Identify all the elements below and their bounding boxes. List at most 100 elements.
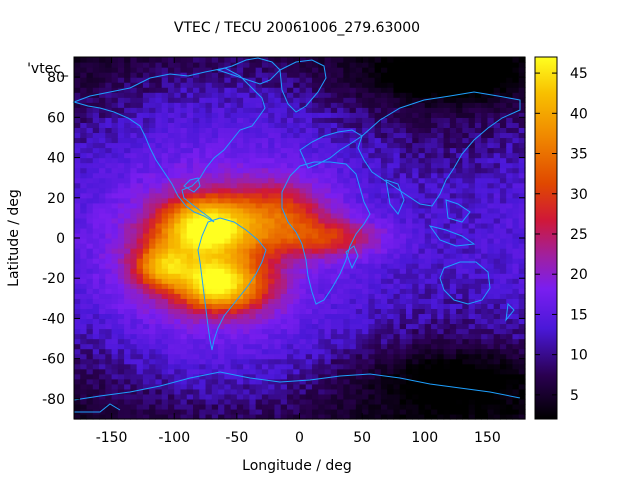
- heatmap-cell: [161, 157, 169, 164]
- heatmap-cell: [293, 212, 301, 219]
- heatmap-cell: [155, 102, 163, 108]
- heatmap-cell: [86, 393, 94, 400]
- heatmap-cell: [412, 273, 420, 279]
- heatmap-cell: [293, 227, 301, 234]
- heatmap-cell: [374, 248, 382, 254]
- heatmap-cell: [318, 343, 326, 350]
- heatmap-cell: [161, 333, 169, 340]
- heatmap-cell: [174, 172, 182, 179]
- heatmap-cell: [286, 107, 294, 113]
- heatmap-cell: [493, 323, 501, 330]
- heatmap-cell: [362, 393, 369, 400]
- heatmap-cell: [456, 293, 463, 299]
- heatmap-cell: [343, 298, 351, 304]
- heatmap-cell: [349, 353, 357, 360]
- heatmap-cell: [330, 132, 338, 139]
- heatmap-cell: [481, 72, 489, 78]
- heatmap-cell: [468, 152, 476, 159]
- heatmap-cell: [224, 107, 232, 113]
- heatmap-cell: [174, 177, 182, 184]
- heatmap-cell: [487, 378, 495, 385]
- heatmap-cell: [449, 137, 457, 144]
- heatmap-cell: [355, 348, 363, 355]
- heatmap-cell: [474, 67, 482, 73]
- heatmap-cell: [449, 298, 457, 304]
- heatmap-cell: [418, 393, 426, 400]
- heatmap-cell: [243, 217, 250, 224]
- heatmap-cell: [293, 283, 301, 289]
- heatmap-cell: [387, 162, 395, 169]
- heatmap-cell: [437, 197, 445, 204]
- heatmap-cell: [92, 62, 100, 68]
- heatmap-cell: [412, 388, 420, 395]
- heatmap-cell: [180, 313, 188, 320]
- heatmap-cell: [449, 167, 457, 174]
- heatmap-cell: [236, 82, 244, 88]
- heatmap-cell: [337, 102, 344, 108]
- heatmap-cell: [405, 333, 413, 340]
- heatmap-cell: [449, 363, 457, 370]
- heatmap-cell: [193, 57, 200, 63]
- heatmap-cell: [92, 283, 100, 289]
- heatmap-cell: [305, 57, 313, 63]
- heatmap-cell: [268, 358, 276, 365]
- heatmap-cell: [487, 323, 495, 330]
- heatmap-cell: [92, 343, 100, 350]
- heatmap-cell: [293, 97, 301, 103]
- heatmap-cell: [312, 323, 319, 330]
- heatmap-cell: [405, 217, 413, 224]
- heatmap-cell: [399, 263, 407, 269]
- heatmap-cell: [149, 273, 157, 279]
- heatmap-cell: [142, 122, 150, 128]
- heatmap-cell: [387, 152, 395, 159]
- heatmap-cell: [174, 313, 182, 320]
- heatmap-cell: [305, 253, 313, 259]
- heatmap-cell: [380, 222, 388, 229]
- heatmap-cell: [481, 167, 489, 174]
- heatmap-cell: [274, 373, 282, 380]
- heatmap-cell: [462, 328, 470, 335]
- heatmap-cell: [318, 368, 326, 375]
- heatmap-cell: [418, 358, 426, 365]
- heatmap-cell: [268, 152, 276, 159]
- heatmap-cell: [449, 102, 457, 108]
- heatmap-cell: [374, 243, 382, 249]
- heatmap-cell: [474, 288, 482, 294]
- heatmap-cell: [305, 72, 313, 78]
- heatmap-cell: [274, 62, 282, 68]
- heatmap-cell: [274, 298, 282, 304]
- heatmap-cell: [337, 117, 344, 123]
- heatmap-cell: [318, 373, 326, 380]
- heatmap-cell: [161, 57, 169, 63]
- heatmap-cell: [236, 172, 244, 179]
- heatmap-cell: [399, 413, 407, 420]
- heatmap-cell: [111, 132, 119, 139]
- heatmap-cell: [167, 238, 175, 244]
- heatmap-cell: [299, 338, 307, 345]
- heatmap-cell: [249, 152, 257, 159]
- heatmap-cell: [111, 333, 119, 340]
- heatmap-cell: [230, 232, 238, 239]
- heatmap-cell: [167, 363, 175, 370]
- heatmap-cell: [130, 197, 138, 204]
- heatmap-cell: [274, 117, 282, 123]
- heatmap-cell: [117, 388, 125, 395]
- heatmap-cell: [180, 107, 188, 113]
- heatmap-cell: [117, 187, 125, 194]
- heatmap-cell: [343, 152, 351, 159]
- heatmap-cell: [92, 132, 100, 139]
- heatmap-cell: [393, 207, 401, 214]
- heatmap-cell: [443, 263, 451, 269]
- heatmap-cell: [199, 92, 207, 98]
- heatmap-cell: [293, 303, 301, 309]
- heatmap-cell: [374, 177, 382, 184]
- heatmap-cell: [268, 87, 276, 93]
- heatmap-cell: [211, 248, 219, 254]
- heatmap-cell: [105, 72, 113, 78]
- heatmap-cell: [80, 313, 88, 320]
- heatmap-cell: [362, 112, 369, 118]
- heatmap-cell: [193, 278, 200, 284]
- heatmap-cell: [230, 67, 238, 73]
- heatmap-cell: [374, 368, 382, 375]
- heatmap-cell: [274, 217, 282, 224]
